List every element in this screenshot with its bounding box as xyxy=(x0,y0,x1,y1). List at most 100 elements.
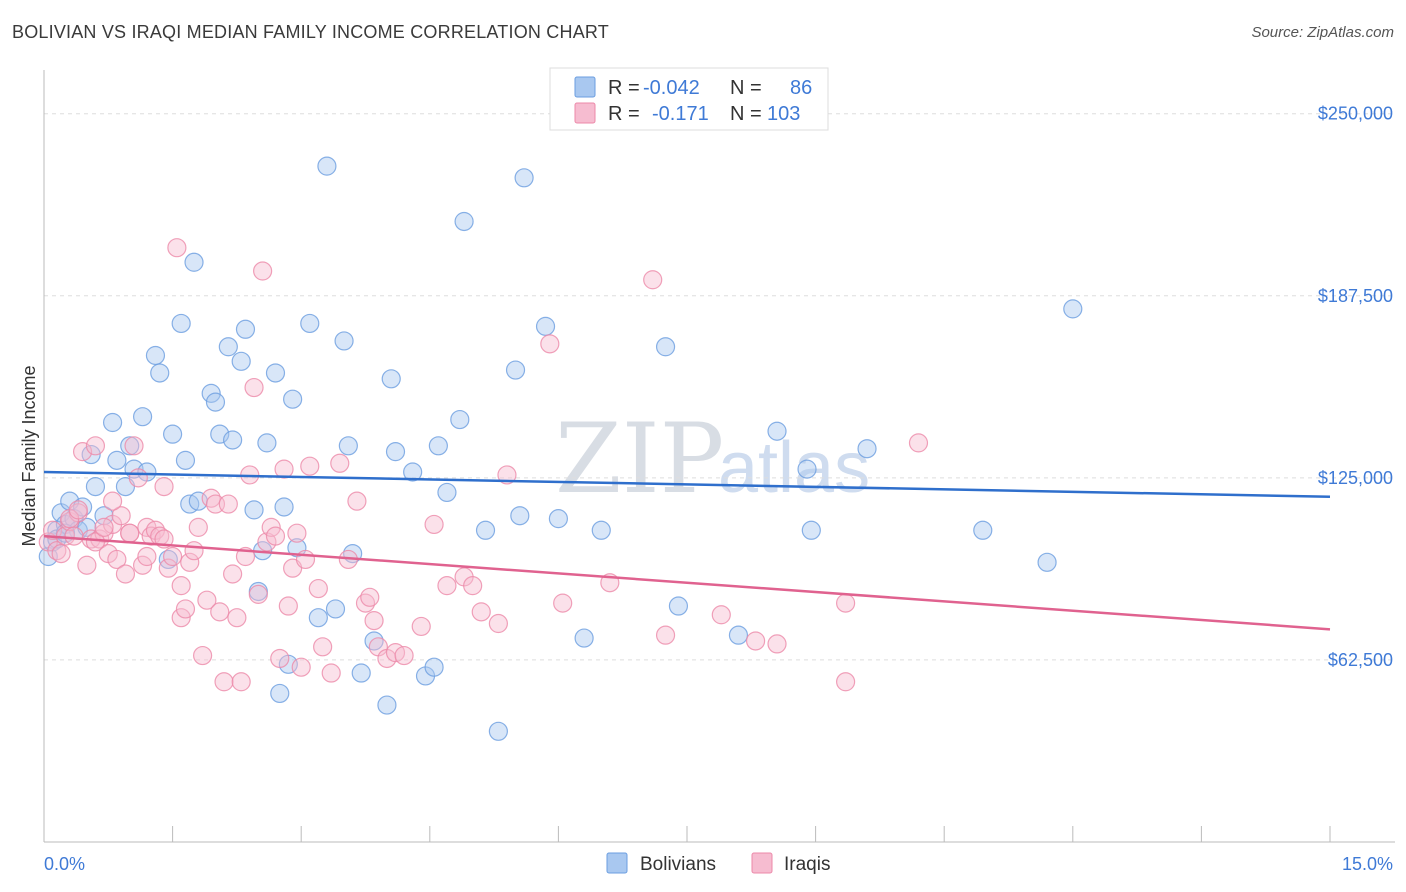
bolivian-point-13 xyxy=(107,450,127,470)
y-tick-label-3: $250,000 xyxy=(1318,104,1393,124)
iraqi-point-50 xyxy=(253,261,273,281)
legend-n-value-2: 103 xyxy=(767,103,800,125)
iraqi-point-96 xyxy=(85,532,106,552)
bolivian-point-10 xyxy=(85,476,106,497)
bolivian-point-77 xyxy=(797,459,817,479)
iraqi-point-82 xyxy=(497,465,517,485)
legend-r-value-1: -0.042 xyxy=(643,77,700,99)
iraqi-point-44 xyxy=(227,608,247,628)
bolivian-point-68 xyxy=(514,168,534,188)
iraqi-point-88 xyxy=(711,605,731,625)
x-tick-label-0: 0.0% xyxy=(44,854,85,874)
iraqi-point-45 xyxy=(231,672,251,692)
iraqi-point-21 xyxy=(128,468,148,488)
iraqi-point-65 xyxy=(330,453,350,473)
iraqi-point-58 xyxy=(287,523,307,543)
bolivian-point-43 xyxy=(283,389,303,409)
iraqi-point-80 xyxy=(471,602,491,622)
bolivian-point-31 xyxy=(218,337,238,357)
iraqi-point-60 xyxy=(295,549,316,570)
iraqi-point-6 xyxy=(64,526,84,546)
bolivian-point-32 xyxy=(223,430,243,450)
legend-swatch-iraqis xyxy=(574,102,596,124)
bolivian-point-57 xyxy=(403,462,423,482)
series-label-bolivians: Bolivians xyxy=(640,854,716,875)
bolivian-point-69 xyxy=(535,316,556,336)
iraqi-point-64 xyxy=(321,663,341,683)
bolivian-point-45 xyxy=(300,313,320,334)
iraqi-point-102 xyxy=(171,576,191,596)
x-tick-label-1: 15.0% xyxy=(1342,854,1393,874)
bolivian-point-62 xyxy=(450,409,470,430)
bolivian-point-46 xyxy=(308,608,328,628)
bolivian-trend-line xyxy=(43,470,1331,499)
correlation-legend: R = -0.042 N = 86 R = -0.171 N = 103 xyxy=(549,67,829,131)
iraqi-point-67 xyxy=(347,491,367,511)
iraqi-point-63 xyxy=(313,637,333,657)
bolivian-point-65 xyxy=(488,721,508,741)
iraqi-point-76 xyxy=(424,514,444,535)
iraqi-point-89 xyxy=(745,631,766,651)
bolivian-point-82 xyxy=(1063,299,1083,319)
bolivian-point-59 xyxy=(424,657,444,677)
legend-n-label-2: N = xyxy=(730,103,762,125)
iraqi-point-77 xyxy=(437,576,457,596)
bolivian-point-33 xyxy=(231,351,251,371)
iraqi-point-87 xyxy=(655,625,676,645)
bolivian-point-15 xyxy=(120,436,140,456)
iraqi-point-33 xyxy=(180,552,200,572)
trend-lines xyxy=(43,470,1331,631)
series-label-iraqis: Iraqis xyxy=(784,854,830,875)
bolivian-point-78 xyxy=(801,520,821,540)
iraqi-point-36 xyxy=(193,645,213,666)
iraqi-point-81 xyxy=(488,613,508,634)
series-legend: Bolivians Iraqis xyxy=(606,852,830,875)
bolivian-point-73 xyxy=(655,337,676,357)
iraqi-point-74 xyxy=(394,645,414,666)
watermark: ZIP atlas xyxy=(555,403,870,515)
iraqi-point-27 xyxy=(154,476,174,497)
iraqi-point-29 xyxy=(163,546,183,567)
iraqi-point-53 xyxy=(265,526,286,546)
iraqi-point-55 xyxy=(274,459,294,479)
bolivian-point-63 xyxy=(454,211,474,232)
bolivian-point-39 xyxy=(265,363,286,383)
bolivian-point-35 xyxy=(244,500,264,520)
iraqi-point-54 xyxy=(270,648,290,669)
series-swatch-bolivians xyxy=(606,852,628,874)
legend-box xyxy=(549,67,829,131)
iraqi-point-97 xyxy=(94,517,114,537)
bolivian-point-71 xyxy=(574,628,594,648)
bolivian-point-75 xyxy=(728,625,749,645)
iraqi-point-9 xyxy=(77,555,97,575)
iraqi-point-32 xyxy=(175,599,196,619)
bolivian-point-72 xyxy=(591,520,611,540)
y-tick-label-2: $187,500 xyxy=(1318,286,1393,306)
y-tick-label-1: $125,000 xyxy=(1318,468,1393,488)
bolivian-point-34 xyxy=(235,319,256,339)
axes xyxy=(43,70,1395,843)
bolivian-point-50 xyxy=(338,436,358,456)
bolivian-point-76 xyxy=(767,421,787,441)
iraqi-point-42 xyxy=(218,494,238,514)
bolivian-point-23 xyxy=(171,313,191,334)
bolivian-point-48 xyxy=(325,599,346,619)
iraqi-point-16 xyxy=(107,549,127,570)
iraqi-point-56 xyxy=(278,596,298,616)
iraqi-point-34 xyxy=(184,541,204,561)
bolivian-point-55 xyxy=(381,369,401,389)
bolivian-point-60 xyxy=(428,436,448,456)
bolivian-point-28 xyxy=(201,383,221,403)
bolivian-point-17 xyxy=(132,407,153,427)
iraqi-point-61 xyxy=(300,456,320,476)
bolivian-point-79 xyxy=(857,439,877,459)
iraqi-point-41 xyxy=(214,672,234,692)
bolivian-point-29 xyxy=(205,392,226,412)
iraqi-point-91 xyxy=(836,593,856,613)
bolivian-point-56 xyxy=(385,442,406,462)
iraqi-point-101 xyxy=(102,491,123,511)
bolivian-point-66 xyxy=(505,360,526,380)
iraqi-point-59 xyxy=(291,657,311,677)
bolivian-point-12 xyxy=(102,412,123,433)
